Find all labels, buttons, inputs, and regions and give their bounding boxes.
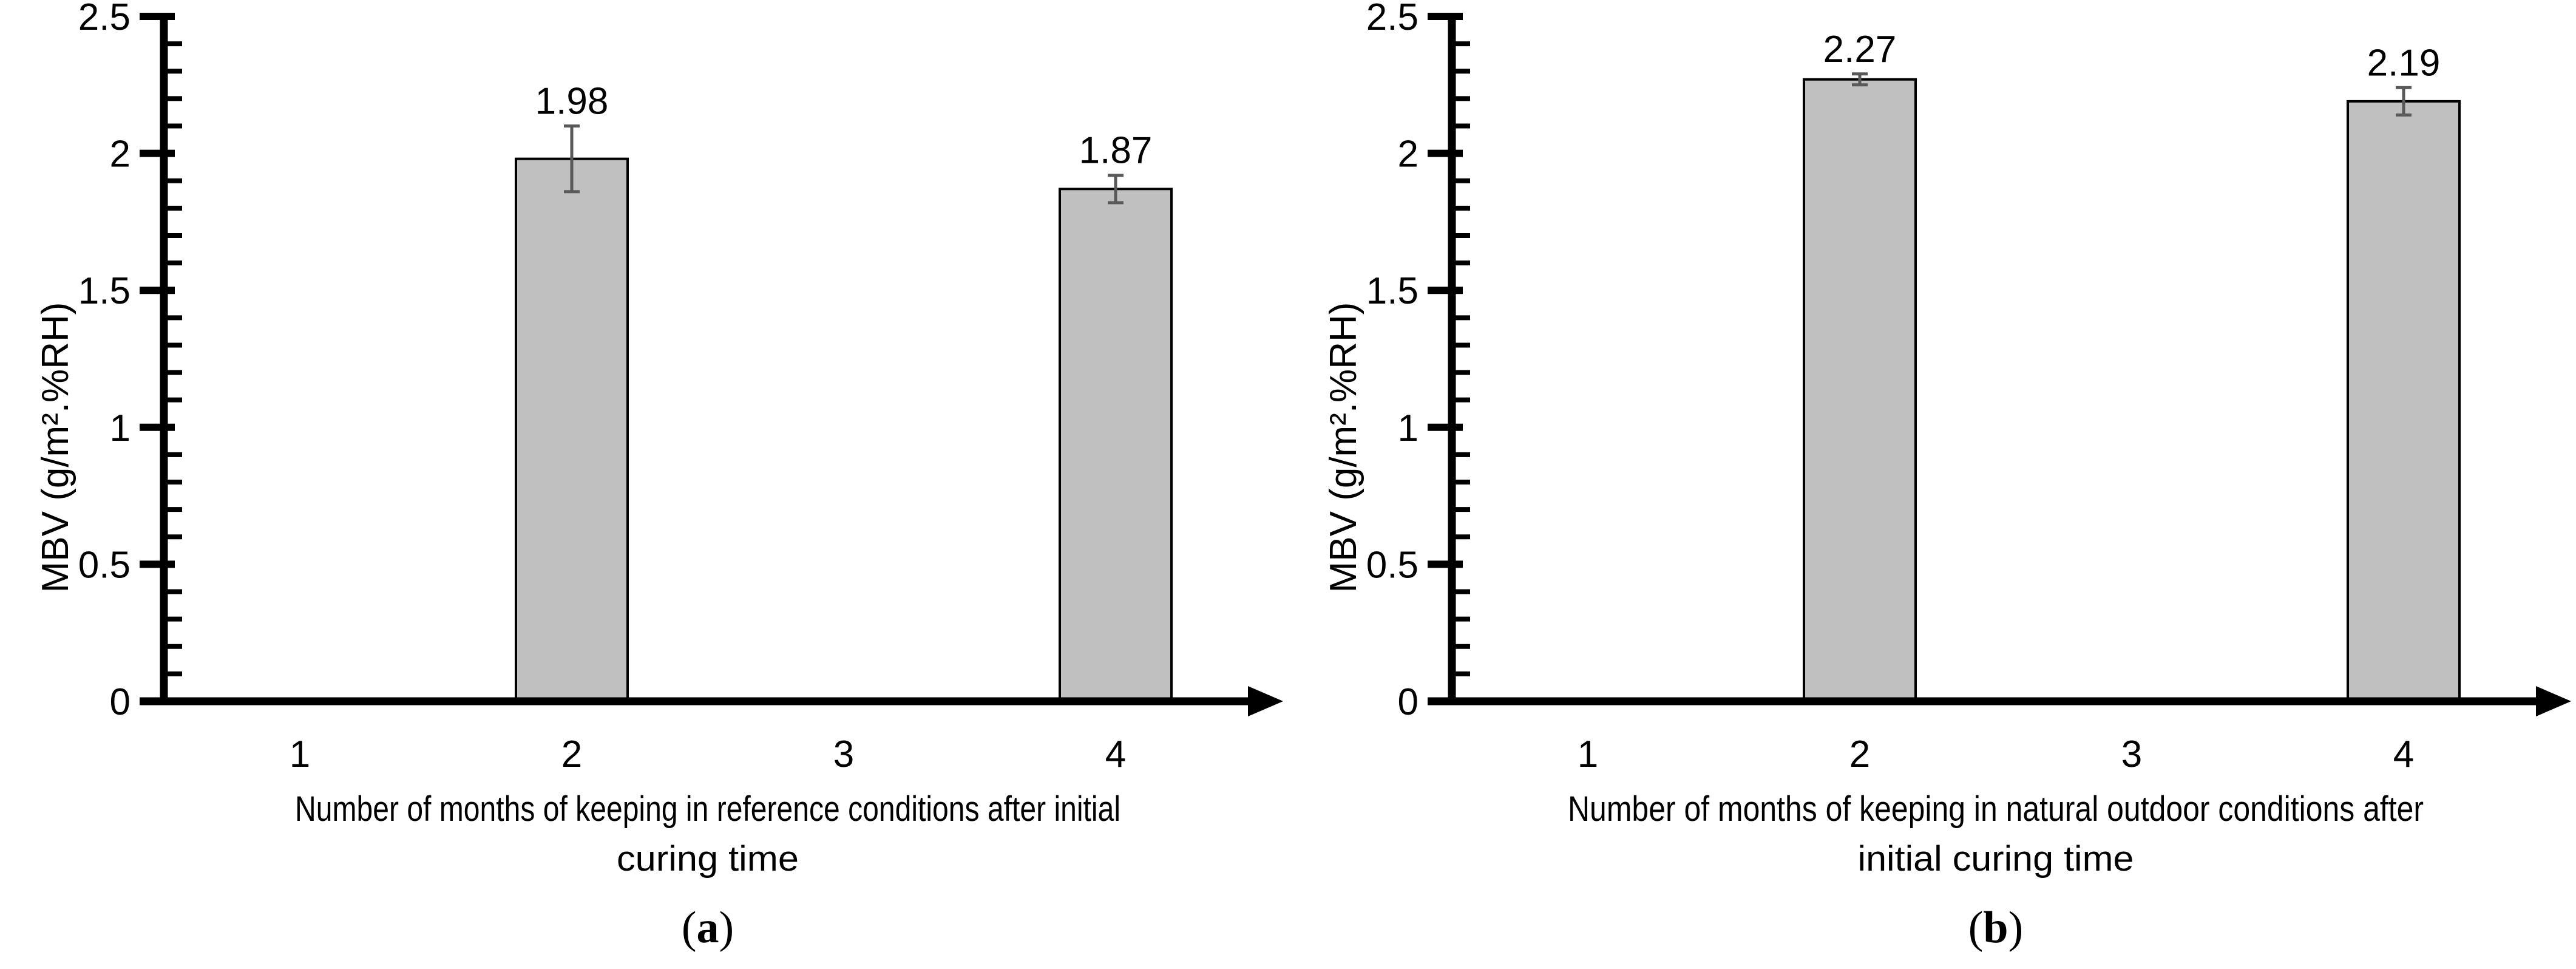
bar-chart-panel-b: 0 0.5 1 1.5 2 2.5 1 2 3 4 2.27 2.19 MBV (g/m².%RH) Nu… (1323, 0, 2571, 953)
bar-month-2 (1803, 78, 1917, 702)
y-tick-label: 2 (1398, 134, 1418, 175)
x-axis-arrow (1248, 686, 1283, 716)
y-tick-label: 0.5 (1366, 544, 1418, 586)
y-tick-label: 1 (110, 407, 130, 449)
x-tick-label: 1 (290, 733, 310, 775)
y-tick-label: 1 (1398, 407, 1418, 449)
x-axis-title-line-2: curing time (617, 839, 799, 879)
y-tick-label: 0.5 (78, 544, 130, 586)
y-tick-label: 2 (110, 134, 130, 175)
bar-chart-panel-a: 0 0.5 1 1.5 2 2.5 1 2 3 4 1.98 1.87 MBV (g/m².%RH) Nu… (35, 0, 1283, 953)
bar-month-2 (515, 157, 629, 702)
x-axis-arrow (2536, 686, 2571, 716)
y-tick-label: 2.5 (1366, 0, 1418, 38)
x-axis-title-line-2: initial curing time (1858, 839, 2134, 879)
y-tick-label: 1.5 (78, 270, 130, 312)
y-axis-title: MBV (g/m².%RH) (1323, 302, 1364, 593)
panel-label: (a) (682, 903, 734, 953)
x-tick-label: 4 (1105, 733, 1126, 775)
bar-value-label: 2.19 (2367, 42, 2441, 84)
bar-value-label: 2.27 (1823, 29, 1897, 70)
x-tick-label: 3 (2121, 733, 2142, 775)
y-tick-label: 2.5 (78, 0, 130, 38)
bar-month-4 (2347, 100, 2461, 702)
x-tick-label: 2 (1849, 733, 1870, 775)
x-tick-label: 4 (2393, 733, 2414, 775)
y-tick-label: 0 (110, 681, 130, 723)
x-tick-label: 2 (561, 733, 582, 775)
panel-label-close: ) (719, 903, 734, 953)
bar-month-4 (1059, 188, 1173, 703)
bar-value-label: 1.87 (1079, 130, 1153, 172)
panel-label-letter: b (1983, 903, 2008, 953)
panel-label-open: ( (1968, 903, 1984, 953)
y-axis-title: MBV (g/m².%RH) (35, 302, 76, 593)
panel-label-close: ) (2008, 903, 2024, 953)
bar-value-label: 1.98 (535, 80, 609, 122)
x-tick-label: 3 (833, 733, 854, 775)
panel-label-letter: a (697, 903, 719, 953)
y-tick-label: 1.5 (1366, 270, 1418, 312)
panel-label: (b) (1968, 903, 2023, 953)
panel-label-open: ( (682, 903, 697, 953)
x-axis-title-line-1: Number of months of keeping in reference… (295, 789, 1120, 829)
x-axis-title-line-1: Number of months of keeping in natural o… (1568, 789, 2424, 829)
x-tick-label: 1 (1578, 733, 1598, 775)
y-tick-label: 0 (1398, 681, 1418, 723)
